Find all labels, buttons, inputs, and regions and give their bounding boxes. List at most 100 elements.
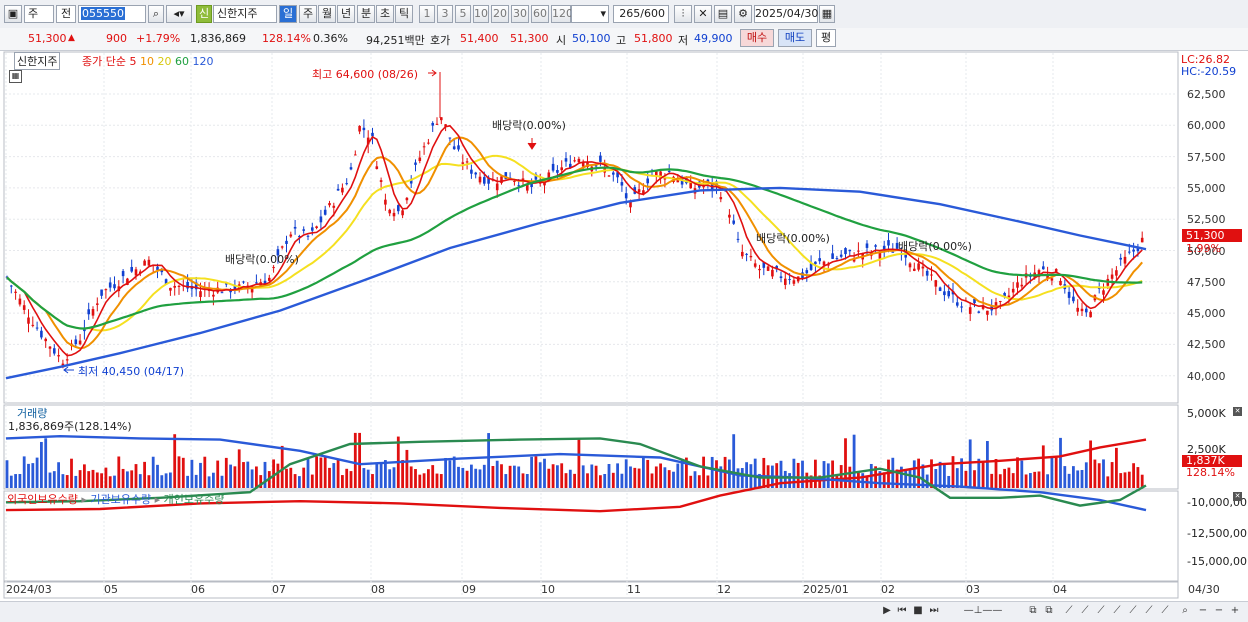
chart-svg[interactable]: [0, 50, 1248, 600]
bottom-bar: ▶ ⏮ ■ ⏭ —⊥—— ⧉ ⧉ ⟋ ⟋ ⟋ ⟋ ⟋ ⟋ ⟋ ⌕ − − +: [0, 601, 1248, 622]
price-tick: 60,000: [1187, 119, 1226, 133]
prev-select[interactable]: 전: [56, 5, 76, 23]
first-icon[interactable]: ⏮: [897, 605, 907, 616]
zoom-in-icon[interactable]: −: [1214, 605, 1224, 616]
arc-icon[interactable]: ⟋: [1145, 605, 1153, 616]
zoom-plus-icon[interactable]: +: [1230, 605, 1240, 616]
buy-button[interactable]: 매수: [740, 29, 774, 47]
last-price-box: [1182, 229, 1242, 242]
trade-amount: 94,251백만: [366, 34, 425, 47]
save-icon[interactable]: ▤: [714, 5, 732, 23]
zoom-slider[interactable]: —⊥——: [963, 605, 1003, 616]
last-icon[interactable]: ⏭: [929, 605, 939, 616]
interval-120[interactable]: 120: [551, 5, 573, 23]
market-badge: 신: [196, 5, 212, 23]
x-tick: 04: [1053, 583, 1067, 596]
x-axis-frame: [3, 581, 1179, 599]
tab-3[interactable]: 년: [337, 5, 355, 23]
trend-tool-icon[interactable]: ⟋: [1081, 605, 1089, 616]
moving-average-lines: [5, 124, 1147, 380]
tab-0[interactable]: 일: [279, 5, 297, 23]
last-volume-box: [1182, 455, 1242, 467]
dividend-note-1: 배당락(0.00%): [225, 253, 299, 266]
change-percent: +1.79%: [136, 32, 181, 45]
interval-1[interactable]: 1: [419, 5, 435, 23]
text-tool-icon[interactable]: ⟋: [1161, 605, 1169, 616]
period-type-select[interactable]: 주: [24, 5, 54, 23]
sell-button[interactable]: 매도: [778, 29, 812, 47]
quote-bar: 51,300 ▲ 900 +1.79% 1,836,869 128.14% 0.…: [0, 28, 1248, 51]
settings-icon[interactable]: ⚙: [734, 5, 752, 23]
tab-4[interactable]: 분: [357, 5, 375, 23]
bid-price: 51,300: [510, 32, 549, 45]
layout-icon-2[interactable]: ⧉: [1045, 605, 1053, 616]
volume-value: 1,836,869주(128.14%): [8, 420, 132, 433]
price-change: 900: [106, 32, 127, 45]
x-tick: 2024/03: [6, 583, 52, 596]
interval-3[interactable]: 3: [437, 5, 453, 23]
layout-icon-1[interactable]: ⧉: [1029, 605, 1037, 616]
stock-name-field[interactable]: 신한지주: [213, 5, 277, 23]
volume-ratio: 128.14%: [262, 32, 311, 45]
chart-type-icon[interactable]: ⫶: [674, 5, 692, 23]
channel-icon[interactable]: ⟋: [1129, 605, 1137, 616]
last-volume-label: 1,837K: [1186, 454, 1225, 467]
low-arrow-icon: [63, 366, 74, 374]
holding-panel-frame: [3, 490, 1179, 582]
tab-1[interactable]: 주: [299, 5, 317, 23]
volume-tick-5000k: 5,000K: [1187, 407, 1226, 420]
ma-60: 60: [174, 55, 189, 68]
price-tick: 42,500: [1187, 338, 1226, 352]
fib-icon[interactable]: ⟋: [1113, 605, 1121, 616]
crosshair-icon[interactable]: ✕: [694, 5, 712, 23]
interval-30[interactable]: 30: [511, 5, 529, 23]
ma-5: 5: [129, 55, 137, 68]
last-volume-pct: 128.14%: [1186, 466, 1235, 479]
zoom-icon[interactable]: ⌕: [1182, 605, 1188, 616]
interval-10[interactable]: 10: [473, 5, 489, 23]
x-tick: 04/30: [1188, 583, 1220, 596]
stock-tag[interactable]: 신한지주: [14, 52, 61, 70]
tab-6[interactable]: 틱: [395, 5, 413, 23]
holding-panel-close-icon[interactable]: ✕: [1233, 492, 1242, 501]
x-tick: 03: [966, 583, 980, 596]
legend-institution: 기관보유수량: [90, 493, 152, 506]
low-price: 49,900: [694, 32, 733, 45]
ma-20: 20: [157, 55, 172, 68]
chart-area[interactable]: 신한지주 종가 단순 5 10 20 60 120 ▦ LC:26.82 HC:…: [0, 50, 1248, 600]
volume-panel-close-icon[interactable]: ✕: [1233, 407, 1242, 416]
interval-dropdown[interactable]: ▾: [571, 5, 609, 23]
price-tick: 55,000: [1187, 181, 1226, 195]
date-field[interactable]: 2025/04/30: [754, 5, 818, 23]
ruler-icon[interactable]: ⟋: [1097, 605, 1105, 616]
stop-icon[interactable]: ■: [913, 605, 923, 616]
calendar-icon[interactable]: ▦: [819, 5, 835, 23]
high-arrow-icon: [428, 69, 437, 77]
low-label: 저: [678, 34, 689, 47]
window-icon[interactable]: ▣: [4, 5, 22, 23]
zoom-out-icon[interactable]: −: [1198, 605, 1208, 616]
stock-code-input[interactable]: 055550: [78, 5, 146, 23]
current-price: 51,300: [28, 32, 67, 45]
grid-toggle-icon[interactable]: ▦: [9, 70, 22, 83]
search-icon[interactable]: ⌕: [148, 5, 164, 23]
ma-legend[interactable]: 종가 단순 5 10 20 60 120: [82, 53, 213, 69]
volume-value: 1,836,869: [190, 32, 246, 45]
interval-5[interactable]: 5: [455, 5, 471, 23]
tab-5[interactable]: 초: [376, 5, 394, 23]
speaker-icon[interactable]: ◂▾: [166, 5, 192, 23]
candles: [5, 117, 1144, 369]
interval-60[interactable]: 60: [531, 5, 549, 23]
tab-2[interactable]: 월: [318, 5, 336, 23]
ma-10: 10: [139, 55, 154, 68]
line-tool-icon[interactable]: ⟋: [1065, 605, 1073, 616]
x-tick: 11: [627, 583, 641, 596]
interval-20[interactable]: 20: [491, 5, 509, 23]
high-label: 고: [616, 34, 627, 47]
holding-tick-1: -10,000,00: [1187, 496, 1247, 509]
count-field[interactable]: 265/600: [613, 5, 669, 23]
open-label: 시: [556, 34, 567, 47]
scroll-right-icon[interactable]: ▶: [883, 605, 891, 616]
eval-button[interactable]: 평: [816, 29, 836, 47]
